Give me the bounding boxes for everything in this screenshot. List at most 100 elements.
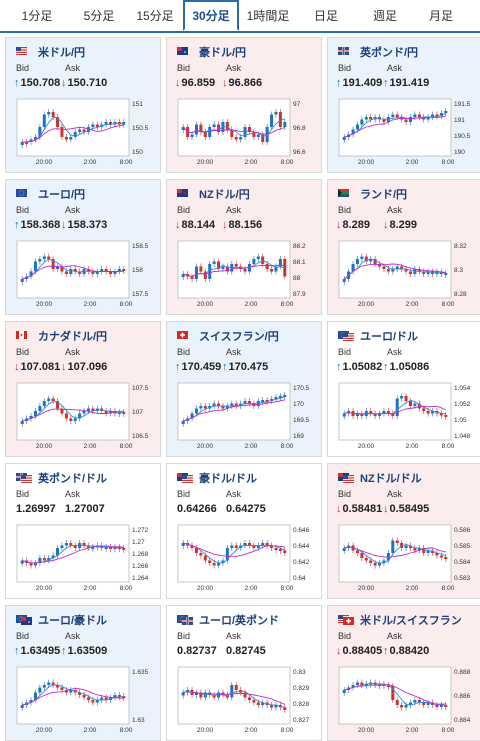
pair-title[interactable]: ユーロ/英ポンド <box>177 613 279 627</box>
currency-card[interactable]: 豪ドル/ドル Bid Ask 0.64266 0.64275 0.646 0.644 0.64… <box>166 463 322 599</box>
x-tick-label: 20:00 <box>36 443 53 450</box>
pair-title[interactable]: 豪ドル/円 <box>177 45 246 59</box>
pair-title[interactable]: ユーロ/円 <box>16 187 85 201</box>
candle <box>47 256 51 259</box>
candle <box>404 545 408 548</box>
flag-icon <box>338 46 354 58</box>
tab-7[interactable]: 週足 <box>372 9 397 23</box>
candle <box>217 563 221 566</box>
tab-3[interactable]: 15分足 <box>136 9 174 23</box>
currency-card[interactable]: ユーロ/ドル Bid Ask ↑1.05082 ↑1.05086 1.054 1.052 1.… <box>327 321 480 457</box>
candle <box>225 266 229 272</box>
currency-card[interactable]: 米ドル/スイスフラン Bid Ask ↓0.88405 ↑0.88420 0.888 0.8… <box>327 605 480 741</box>
tab-2[interactable]: 5分足 <box>83 9 115 23</box>
candle <box>252 545 256 548</box>
pair-title[interactable]: ユーロ/ドル <box>338 329 418 343</box>
candle <box>278 549 282 551</box>
currency-card[interactable]: NZドル/ドル Bid Ask ↓0.58481 ↓0.58495 0.586 0.585 0… <box>327 463 480 599</box>
y-tick-label: 0.83 <box>293 669 306 676</box>
tab-1[interactable]: 1分足 <box>21 9 53 23</box>
currency-card[interactable]: 英ポンド/ドル Bid Ask 1.26997 1.27007 1.272 1.27 1.26… <box>5 463 161 599</box>
pair-title[interactable]: 豪ドル/ドル <box>177 471 257 485</box>
ask-price: 0.58495 <box>389 503 430 515</box>
candle <box>33 137 37 140</box>
x-tick-label: 20:00 <box>358 727 375 734</box>
candle <box>439 113 443 116</box>
tab-6[interactable]: 日足 <box>313 9 338 23</box>
mini-chart[interactable]: 0.83 0.829 0.828 0.827 20:00 2:00 8:00 <box>175 664 315 736</box>
mini-chart[interactable]: 88.2 88.1 88 87.9 20:00 2:00 8:00 <box>175 238 315 310</box>
candle <box>265 400 269 402</box>
currency-card[interactable]: ユーロ/円 Bid Ask ↑158.368 ↓158.373 158.5 158 157.5… <box>5 179 161 315</box>
mini-chart[interactable]: 107.5 107 106.5 20:00 2:00 8:00 <box>14 380 154 452</box>
candle <box>417 114 421 117</box>
y-tick-label: 190.5 <box>454 133 471 140</box>
currency-card[interactable]: 米ドル/円 Bid Ask ↑150.708 ↓150.710 151 150.5 150 20… <box>5 37 161 173</box>
currency-card[interactable]: ユーロ/英ポンド Bid Ask 0.82737 0.82745 0.83 0.829 0.8… <box>166 605 322 741</box>
candle <box>122 412 126 414</box>
currency-card[interactable]: 英ポンド/円 Bid Ask ↑191.409 ↑191.419 191.5 191 190.… <box>327 37 480 173</box>
candle <box>426 411 430 414</box>
mini-chart[interactable]: 0.646 0.644 0.642 0.64 20:00 2:00 8:00 <box>175 522 315 594</box>
candle <box>91 124 95 127</box>
candle <box>100 269 104 272</box>
y-tick-label: 191 <box>454 117 465 124</box>
mini-chart[interactable]: 0.586 0.585 0.584 0.583 20:00 2:00 8:00 <box>336 522 476 594</box>
currency-card[interactable]: スイスフラン/円 Bid Ask ↑170.459 ↑170.475 170.5 170 16… <box>166 321 322 457</box>
pair-title[interactable]: NZドル/ドル <box>338 471 422 485</box>
tab-8[interactable]: 月足 <box>428 9 453 23</box>
currency-card[interactable]: 豪ドル/円 Bid Ask ↓96.859 ↓96.866 97 96.8 96.6 20:00… <box>166 37 322 173</box>
mini-chart[interactable]: 1.272 1.27 1.268 1.266 1.264 20:00 2:00 8:00 <box>14 522 154 594</box>
pair-title[interactable]: 英ポンド/ドル <box>16 471 107 485</box>
pair-name: ユーロ/円 <box>38 189 86 201</box>
pair-title[interactable]: カナダドル/円 <box>16 329 107 343</box>
mini-chart[interactable]: 0.888 0.886 0.884 20:00 2:00 8:00 <box>336 664 476 736</box>
mini-chart[interactable]: 191.5 191 190.5 190 20:00 2:00 8:00 <box>336 96 476 168</box>
arrow-down-icon: ↓ <box>222 77 228 89</box>
pair-name: カナダドル/円 <box>38 331 108 343</box>
mini-chart[interactable]: 151 150.5 150 20:00 2:00 8:00 <box>14 96 154 168</box>
candle <box>194 124 198 135</box>
pair-title[interactable]: 米ドル/円 <box>16 45 85 59</box>
flag-icon <box>177 46 193 58</box>
bid-value: ↑191.409 <box>336 77 382 89</box>
pair-title[interactable]: 英ポンド/円 <box>338 45 418 59</box>
pair-title[interactable]: NZドル/円 <box>177 187 250 201</box>
x-tick-label: 8:00 <box>281 585 294 592</box>
currency-card[interactable]: ランド/円 Bid Ask ↓8.289 ↓8.299 8.32 8.3 8.28 20:00 2… <box>327 179 480 315</box>
mini-chart[interactable]: 170.5 170 169.5 169 20:00 2:00 8:00 <box>175 380 315 452</box>
currency-card[interactable]: カナダドル/円 Bid Ask ↓107.081 ↓107.096 107.5 107 106… <box>5 321 161 457</box>
y-tick-label: 8.32 <box>454 243 467 250</box>
mini-chart[interactable]: 1.635 1.63 20:00 2:00 8:00 <box>14 664 154 736</box>
tab-5[interactable]: 1時間足 <box>246 9 290 23</box>
y-tick-label: 1.27 <box>132 539 145 546</box>
candle <box>400 396 404 399</box>
candle <box>386 685 390 687</box>
pair-title[interactable]: ランド/円 <box>338 187 407 201</box>
pair-name: 米ドル/円 <box>38 47 86 59</box>
candle <box>413 403 417 406</box>
candle <box>283 395 287 397</box>
candle <box>194 266 198 279</box>
bid-value: ↓107.081 <box>14 361 60 373</box>
candle <box>373 413 377 416</box>
mini-chart[interactable]: 97 96.8 96.6 20:00 2:00 8:00 <box>175 96 315 168</box>
pair-title[interactable]: スイスフラン/円 <box>177 329 279 343</box>
currency-card[interactable]: ユーロ/豪ドル Bid Ask ↑1.63495 ↑1.63509 1.635 1.63 20… <box>5 605 161 741</box>
mini-chart[interactable]: 158.5 158 157.5 20:00 2:00 8:00 <box>14 238 154 310</box>
candle <box>113 695 117 698</box>
candle <box>342 137 346 140</box>
pair-title[interactable]: 米ドル/スイスフラン <box>338 613 462 627</box>
pair-title[interactable]: ユーロ/豪ドル <box>16 613 107 627</box>
mini-chart[interactable]: 1.054 1.052 1.05 1.048 20:00 2:00 8:00 <box>336 380 476 452</box>
ma-short-line <box>344 683 446 707</box>
mini-chart[interactable]: 8.32 8.3 8.28 20:00 2:00 8:00 <box>336 238 476 310</box>
ma-long-line <box>344 405 446 415</box>
currency-card[interactable]: NZドル/円 Bid Ask ↓88.144 ↓88.156 88.2 88.1 88 87.9… <box>166 179 322 315</box>
bid-label: Bid <box>16 489 30 499</box>
candle <box>51 112 55 117</box>
y-tick-label: 0.828 <box>293 701 310 708</box>
tab-4[interactable]: 30分足 <box>183 0 239 31</box>
bid-value: ↑1.63495 <box>14 645 60 657</box>
candle <box>199 124 203 132</box>
